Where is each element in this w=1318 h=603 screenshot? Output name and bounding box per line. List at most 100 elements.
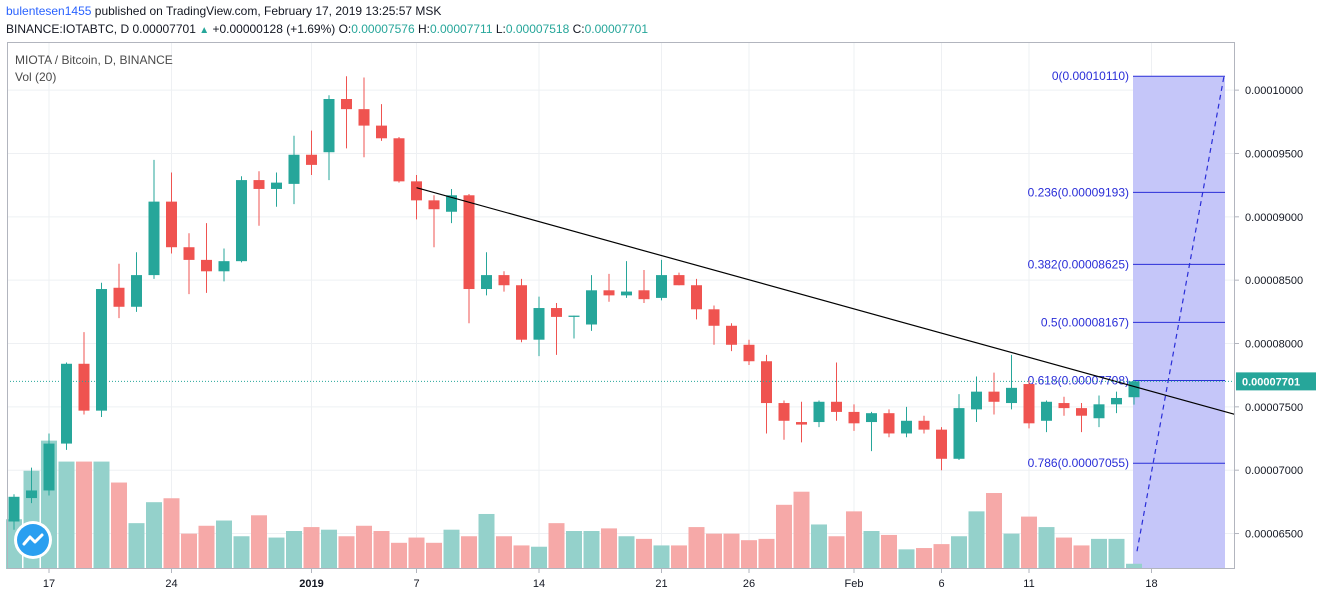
current-price-tag xyxy=(1236,372,1316,391)
fib-level-label: 0.236(0.00009193) xyxy=(1028,185,1129,199)
candle-body xyxy=(96,289,107,411)
candle-body xyxy=(866,413,877,423)
low-label: L: xyxy=(495,22,506,36)
volume-bar xyxy=(758,538,775,569)
open-label: O: xyxy=(338,22,352,36)
candle-body xyxy=(236,180,247,262)
x-tick-label: 26 xyxy=(743,578,755,590)
x-tick-label: 17 xyxy=(43,578,55,590)
high-label: H: xyxy=(418,22,430,36)
volume-bar xyxy=(338,536,355,569)
change-value: +0.00000128 (+1.69%) xyxy=(212,22,336,36)
plot-frame xyxy=(7,42,1235,569)
candle-body xyxy=(813,401,825,423)
close-value: 0.00007701 xyxy=(584,22,649,36)
volume-bar xyxy=(723,533,740,569)
volume-bar xyxy=(251,515,267,569)
volume-legend: Vol (20) xyxy=(15,70,57,84)
volume-bar xyxy=(478,513,495,569)
volume-bar xyxy=(391,542,407,569)
volume-bar xyxy=(128,523,145,569)
volume-bar xyxy=(776,504,792,569)
candle-body xyxy=(638,290,650,300)
candle-body xyxy=(1111,397,1122,405)
fib-level-label: 0.618(0.00007708) xyxy=(1028,373,1129,387)
y-tick-label: 0.00006500 xyxy=(1245,529,1303,541)
chart-legend-title: MIOTA / Bitcoin, D, BINANCE xyxy=(15,53,173,67)
candle-body xyxy=(918,420,930,430)
volume-bar xyxy=(933,544,950,569)
candle-body xyxy=(463,195,475,290)
volume-bar xyxy=(1073,545,1090,569)
candle-body xyxy=(183,247,195,260)
candle-body xyxy=(953,408,965,459)
candle-body xyxy=(568,315,580,317)
volume-bar xyxy=(303,527,320,569)
author-link[interactable]: bulentesen1455 xyxy=(6,4,92,18)
volume-bar xyxy=(321,529,337,569)
volume-bar xyxy=(671,545,687,569)
volume-bar xyxy=(601,528,617,569)
x-tick-label: Feb xyxy=(845,578,864,590)
volume-bar xyxy=(286,531,302,569)
candle-body xyxy=(358,109,370,126)
candle-body xyxy=(341,99,352,110)
candle-body xyxy=(1076,408,1087,416)
volume-bar xyxy=(1003,533,1020,569)
volume-bar xyxy=(268,537,285,569)
volume-bar xyxy=(951,536,967,569)
trend-line xyxy=(416,187,1236,416)
candle-body xyxy=(428,200,440,210)
x-tick-label: 18 xyxy=(1145,578,1157,590)
candle-body xyxy=(691,285,702,310)
candle-body xyxy=(551,308,562,317)
volume-bar xyxy=(968,511,985,569)
candle-body xyxy=(1006,387,1017,404)
y-tick-label: 0.00008500 xyxy=(1245,275,1303,287)
volume-bar xyxy=(618,536,635,569)
y-tick-label: 0.00009000 xyxy=(1245,212,1303,224)
candle-body xyxy=(26,490,37,499)
tradingview-logo-icon[interactable] xyxy=(17,524,49,556)
x-tick-label: 14 xyxy=(533,578,545,590)
volume-bar xyxy=(198,525,215,569)
candle-body xyxy=(113,287,125,307)
x-tick-label: 2019 xyxy=(299,578,323,590)
fib-level-label: 0.382(0.00008625) xyxy=(1028,257,1129,271)
volume-bar xyxy=(863,531,880,569)
volume-bar xyxy=(636,538,652,569)
volume-bar xyxy=(741,540,757,569)
candle-body xyxy=(621,291,632,296)
high-value: 0.00007711 xyxy=(430,22,493,36)
candle-body xyxy=(656,275,667,298)
candle-body xyxy=(708,309,720,326)
y-tick-label: 0.00008000 xyxy=(1245,339,1303,351)
volume-bar xyxy=(181,533,197,569)
volume-bar xyxy=(688,527,705,569)
volume-bar xyxy=(408,537,425,569)
candle-body xyxy=(288,154,300,184)
candle-body xyxy=(848,411,860,424)
candle-body xyxy=(498,275,510,286)
volume-bar xyxy=(76,461,92,569)
volume-bar xyxy=(1126,563,1142,569)
volume-bar xyxy=(233,536,250,569)
volume-bar xyxy=(443,529,460,569)
volume-bar xyxy=(793,491,810,569)
volume-bar xyxy=(426,542,442,569)
volume-bar xyxy=(1108,538,1125,569)
volume-bar xyxy=(1038,527,1055,569)
candle-body xyxy=(603,290,615,296)
candle-body xyxy=(271,182,282,189)
candle-body xyxy=(43,443,55,491)
candle-body xyxy=(586,290,597,325)
volume-bar xyxy=(1056,537,1072,569)
candle-body xyxy=(988,391,1000,402)
candle-body xyxy=(1128,381,1140,398)
candle-body xyxy=(1093,404,1105,419)
x-tick-label: 24 xyxy=(165,578,177,590)
symbol-line: BINANCE:IOTABTC, D xyxy=(6,22,130,36)
candle-body xyxy=(78,363,90,411)
volume-bar xyxy=(881,534,897,569)
